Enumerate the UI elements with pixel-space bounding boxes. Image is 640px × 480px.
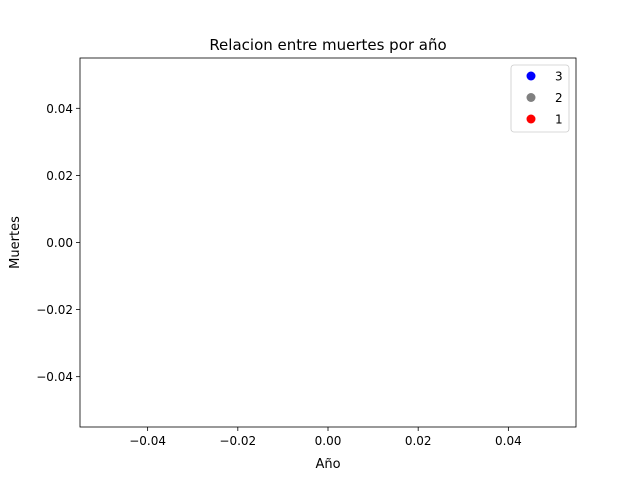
x-tick-label: 0.00 <box>315 434 342 448</box>
x-axis-ticks: −0.04 −0.02 0.00 0.02 0.04 <box>129 427 522 448</box>
y-tick-label: −0.04 <box>36 370 73 384</box>
x-tick-label: 0.04 <box>495 434 522 448</box>
y-tick-label: 0.02 <box>46 169 73 183</box>
chart-title: Relacion entre muertes por año <box>209 36 446 54</box>
legend-label: 1 <box>555 113 563 127</box>
x-tick-label: −0.04 <box>129 434 166 448</box>
y-tick-label: 0.00 <box>46 236 73 250</box>
x-tick-label: 0.02 <box>405 434 432 448</box>
legend-frame <box>510 64 570 133</box>
y-axis-ticks: −0.04 −0.02 0.00 0.02 0.04 <box>36 102 80 384</box>
y-axis-label: Muertes <box>8 216 23 269</box>
y-tick-label: 0.04 <box>46 102 73 116</box>
legend-label: 2 <box>555 91 563 105</box>
legend-marker <box>526 93 536 102</box>
plot-area <box>80 58 576 427</box>
legend-marker <box>526 114 536 124</box>
legend-label: 3 <box>555 70 563 84</box>
legend: 3 2 1 <box>510 64 570 133</box>
y-tick-label: −0.02 <box>36 303 73 317</box>
legend-entries: 3 2 1 <box>526 70 563 127</box>
x-axis-label: Año <box>315 457 340 472</box>
x-tick-label: −0.02 <box>219 434 256 448</box>
legend-marker <box>526 71 536 81</box>
